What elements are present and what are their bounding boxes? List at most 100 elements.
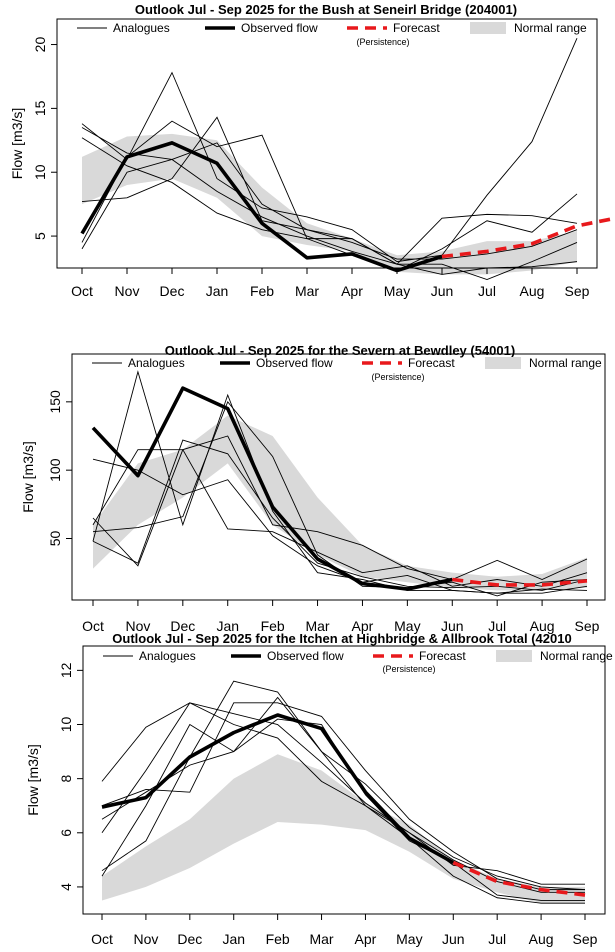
legend-analogues-label: Analogues: [113, 21, 170, 35]
x-tick-label: Jan: [222, 931, 245, 947]
x-tick-label: Apr: [341, 283, 363, 299]
x-tick-label: May: [384, 283, 410, 299]
x-tick-label: Mar: [295, 283, 319, 299]
chart-itchen: Outlook Jul - Sep 2025 for the Itchen at…: [25, 631, 613, 947]
x-tick-label: Sep: [565, 283, 590, 299]
x-tick-label: Mar: [309, 931, 333, 947]
analogue-line: [81, 137, 578, 272]
legend-forecast-label: Forecast: [408, 356, 455, 370]
legend-normal-label: Normal range: [529, 356, 602, 370]
forecast-line: [452, 577, 588, 587]
x-tick-label: Nov: [133, 931, 158, 947]
x-tick-label: Jun: [441, 618, 464, 634]
legend-persistence-label: (Persistence): [371, 372, 424, 382]
y-tick-label: 10: [58, 717, 74, 733]
legend-forecast-label: Forecast: [419, 649, 466, 663]
x-tick-label: Feb: [266, 931, 290, 947]
legend-normal-swatch: [485, 357, 521, 369]
x-tick-label: Jun: [442, 931, 465, 947]
forecast-line: [441, 216, 615, 259]
y-axis-label: Flow [m3/s]: [9, 108, 25, 180]
analogue-line: [101, 696, 585, 904]
analogue-line: [101, 702, 585, 891]
x-tick-label: Jul: [488, 931, 506, 947]
x-tick-label: Nov: [125, 618, 150, 634]
x-tick-label: Aug: [530, 618, 555, 634]
x-tick-label: Dec: [160, 283, 185, 299]
observed-flow-line: [91, 386, 453, 591]
normal-range-band: [82, 133, 577, 275]
observed-flow-line: [80, 141, 443, 273]
y-tick-label: 8: [58, 775, 74, 783]
y-tick-label: 15: [32, 100, 48, 116]
legend-persistence-label: (Persistence): [356, 37, 409, 47]
normal-range-band: [93, 415, 587, 591]
x-tick-label: Jan: [206, 283, 229, 299]
legend-normal-swatch: [496, 650, 532, 662]
y-axis-label: Flow [m3/s]: [25, 744, 41, 816]
analogue-line: [81, 142, 578, 265]
x-tick-label: Dec: [177, 931, 202, 947]
legend-analogues-label: Analogues: [139, 649, 196, 663]
y-tick-label: 150: [47, 390, 63, 414]
analogue-line: [92, 449, 588, 587]
y-tick-label: 20: [32, 37, 48, 53]
analogue-line: [101, 680, 586, 891]
chart-severn: Outlook Jul - Sep 2025 for the Severn at…: [20, 343, 606, 634]
legend-analogues-label: Analogues: [128, 356, 185, 370]
analogue-line: [81, 116, 578, 260]
x-tick-label: Sep: [575, 618, 600, 634]
forecast-line: [452, 860, 586, 897]
y-axis-label: Flow [m3/s]: [20, 441, 36, 513]
x-tick-label: Oct: [91, 931, 113, 947]
x-tick-label: Sep: [573, 931, 598, 947]
x-tick-label: Jul: [488, 618, 506, 634]
legend-normal-swatch: [470, 22, 506, 34]
analogue-line: [92, 458, 588, 594]
analogue-line: [81, 37, 578, 263]
x-tick-label: Jul: [478, 283, 496, 299]
x-tick-label: Oct: [71, 283, 93, 299]
y-tick-label: 10: [32, 164, 48, 180]
x-tick-label: Feb: [250, 283, 274, 299]
chart-title: Outlook Jul - Sep 2025 for the Itchen at…: [112, 631, 571, 646]
analogue-line: [81, 127, 578, 280]
x-tick-label: Apr: [355, 931, 377, 947]
x-tick-label: Dec: [170, 618, 195, 634]
y-tick-label: 50: [47, 531, 63, 547]
y-tick-label: 5: [32, 232, 48, 240]
chart-panel-itchen: Outlook Jul - Sep 2025 for the Itchen at…: [0, 628, 615, 952]
y-tick-label: 12: [58, 662, 74, 678]
x-tick-label: Aug: [529, 931, 554, 947]
y-tick-label: 6: [58, 829, 74, 837]
plot-frame: [71, 353, 606, 601]
x-tick-label: Feb: [261, 618, 285, 634]
x-tick-label: May: [396, 931, 422, 947]
legend-observed-label: Observed flow: [267, 649, 344, 663]
x-tick-label: May: [394, 618, 420, 634]
chart-panel-bush: Outlook Jul - Sep 2025 for the Bush at S…: [0, 0, 615, 310]
analogue-line: [92, 435, 588, 580]
x-tick-label: Nov: [115, 283, 140, 299]
y-tick-label: 4: [58, 883, 74, 891]
x-tick-label: Mar: [305, 618, 329, 634]
analogue-line: [101, 702, 585, 885]
chart-panel-severn: Outlook Jul - Sep 2025 for the Severn at…: [0, 330, 615, 640]
x-tick-label: Oct: [82, 618, 104, 634]
legend-persistence-label: (Persistence): [382, 664, 435, 674]
legend-observed-label: Observed flow: [256, 356, 333, 370]
x-tick-label: Jan: [216, 618, 239, 634]
chart-bush: Outlook Jul - Sep 2025 for the Bush at S…: [9, 2, 615, 299]
observed-flow-line: [101, 713, 455, 865]
x-tick-label: Apr: [352, 618, 374, 634]
plot-frame: [56, 18, 598, 269]
legend-normal-label: Normal range: [514, 21, 587, 35]
chart-title: Outlook Jul - Sep 2025 for the Bush at S…: [135, 2, 517, 17]
plot-frame: [82, 645, 606, 915]
normal-range-band: [102, 754, 585, 904]
chart-title: Outlook Jul - Sep 2025 for the Severn at…: [165, 343, 515, 358]
x-tick-label: Jun: [431, 283, 454, 299]
legend-normal-label: Normal range: [540, 649, 613, 663]
x-tick-label: Aug: [520, 283, 545, 299]
legend-forecast-label: Forecast: [393, 21, 440, 35]
